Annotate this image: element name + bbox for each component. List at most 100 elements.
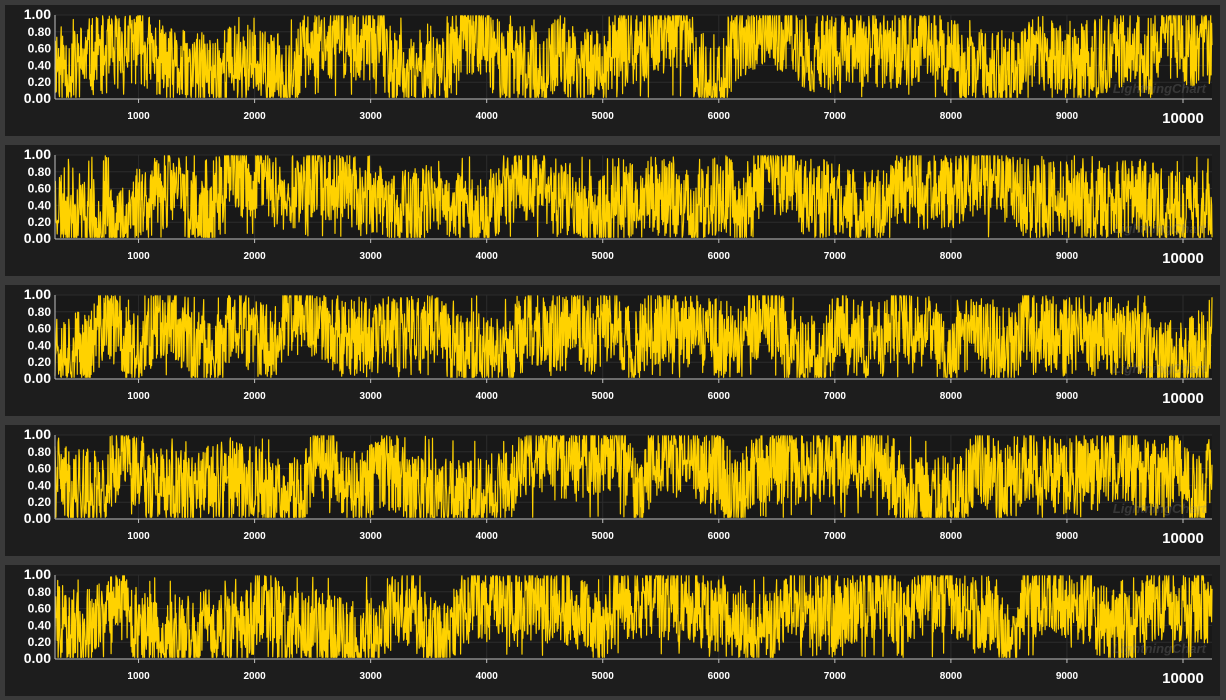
y-tick-label: 0.00 bbox=[24, 230, 51, 246]
chart-panel-2: 1.00 0.80 0.60 0.40 0.20 0.00 1000 2000 3000 4000… bbox=[5, 145, 1220, 276]
x-tick-label: 5000 bbox=[592, 671, 615, 682]
x-tick-label: 5000 bbox=[592, 251, 615, 262]
chart-panel-1: 1.00 0.80 0.60 0.40 0.20 0.00 1000 2000 3000 4000… bbox=[5, 5, 1220, 136]
watermark-logo: LightningChart bbox=[1113, 641, 1207, 656]
x-tick-label: 7000 bbox=[824, 671, 847, 682]
y-tick-label: 0.00 bbox=[24, 90, 51, 106]
y-tick-label: 0.80 bbox=[28, 25, 52, 39]
x-tick-label: 2000 bbox=[243, 391, 266, 402]
y-tick-label: 0.80 bbox=[28, 445, 52, 459]
x-tick-label: 6000 bbox=[708, 671, 731, 682]
x-tick-label: 5000 bbox=[592, 391, 615, 402]
y-tick-label: 0.80 bbox=[28, 585, 52, 599]
y-tick-label: 1.00 bbox=[24, 146, 51, 162]
x-tick-label: 5000 bbox=[592, 111, 615, 122]
x-tick-label: 4000 bbox=[476, 251, 499, 262]
y-tick-label: 0.40 bbox=[28, 338, 52, 352]
y-tick-label: 0.20 bbox=[28, 495, 52, 509]
x-tick-label: 2000 bbox=[243, 111, 266, 122]
x-tick-label: 1000 bbox=[127, 111, 150, 122]
y-tick-label: 1.00 bbox=[24, 286, 51, 302]
x-tick-label: 4000 bbox=[476, 111, 499, 122]
x-tick-label: 4000 bbox=[476, 391, 499, 402]
x-tick-label: 8000 bbox=[940, 251, 963, 262]
y-tick-label: 0.20 bbox=[28, 75, 52, 89]
x-tick-label: 1000 bbox=[127, 251, 150, 262]
x-tick-label: 3000 bbox=[360, 531, 383, 542]
x-tick-label: 10000 bbox=[1162, 670, 1204, 687]
watermark-logo: LightningChart bbox=[1113, 501, 1207, 516]
x-tick-label: 4000 bbox=[476, 531, 499, 542]
chart-svg-3: 1.00 0.80 0.60 0.40 0.200.00 1000 2000 3000 4000… bbox=[24, 286, 1213, 407]
x-tick-label: 6000 bbox=[708, 251, 731, 262]
y-tick-label: 1.00 bbox=[24, 566, 51, 582]
x-tick-label: 9000 bbox=[1056, 391, 1079, 402]
x-tick-label: 3000 bbox=[360, 111, 383, 122]
series-line-1 bbox=[54, 295, 1213, 378]
x-tick-label: 7000 bbox=[824, 531, 847, 542]
y-tick-label: 0.40 bbox=[28, 198, 52, 212]
x-tick-label: 10000 bbox=[1162, 530, 1204, 547]
x-tick-label: 7000 bbox=[824, 391, 847, 402]
x-tick-label: 9000 bbox=[1056, 251, 1079, 262]
watermark-logo: LightningChart bbox=[1113, 81, 1207, 96]
x-tick-label: 3000 bbox=[360, 251, 383, 262]
y-tick-label: 0.40 bbox=[28, 618, 52, 632]
series-line-1 bbox=[54, 435, 1213, 518]
x-tick-label: 9000 bbox=[1056, 671, 1079, 682]
x-tick-label: 2000 bbox=[243, 671, 266, 682]
x-tick-label: 9000 bbox=[1056, 111, 1079, 122]
y-tick-label: 0.00 bbox=[24, 650, 51, 666]
chart-panel-3: 1.00 0.80 0.60 0.40 0.20 0.00 1000 2000 3000 4000… bbox=[5, 285, 1220, 416]
watermark-logo: LightningChart bbox=[1113, 221, 1207, 236]
chart-svg-5: 1.00 0.80 0.60 0.40 0.200.00 1000 2000 3000 4000… bbox=[24, 566, 1213, 687]
y-tick-label: 0.60 bbox=[28, 182, 52, 196]
x-tick-label: 8000 bbox=[940, 111, 963, 122]
x-tick-label: 2000 bbox=[243, 531, 266, 542]
x-tick-label: 3000 bbox=[360, 391, 383, 402]
x-tick-label: 7000 bbox=[824, 111, 847, 122]
x-tick-label: 10000 bbox=[1162, 390, 1204, 407]
x-tick-label: 4000 bbox=[476, 671, 499, 682]
x-tick-label: 10000 bbox=[1162, 250, 1204, 267]
x-tick-label: 6000 bbox=[708, 111, 731, 122]
y-tick-label: 0.00 bbox=[24, 370, 51, 386]
chart-svg-4: 1.00 0.80 0.60 0.40 0.200.00 1000 2000 3000 4000… bbox=[24, 426, 1213, 547]
x-tick-label: 8000 bbox=[940, 391, 963, 402]
series-line-1 bbox=[54, 155, 1213, 238]
x-tick-label: 2000 bbox=[243, 251, 266, 262]
chart-panel-5: 1.00 0.80 0.60 0.40 0.20 0.00 1000 2000 3000 4000… bbox=[5, 565, 1220, 696]
y-tick-label: 0.60 bbox=[28, 42, 52, 56]
chart-panel-4: 1.00 0.80 0.60 0.40 0.20 0.00 1000 2000 3000 4000… bbox=[5, 425, 1220, 556]
chart-svg-1: 1.00 0.80 0.60 0.40 0.200.00 1000 2000 3000 4000… bbox=[24, 6, 1213, 127]
watermark-logo: LightningChart bbox=[1113, 361, 1207, 376]
x-tick-label: 1000 bbox=[127, 671, 150, 682]
x-tick-label: 6000 bbox=[708, 391, 731, 402]
series-line-1 bbox=[54, 575, 1213, 658]
x-tick-label: 7000 bbox=[824, 251, 847, 262]
y-tick-label: 1.00 bbox=[24, 6, 51, 22]
x-tick-label: 5000 bbox=[592, 531, 615, 542]
y-tick-label: 0.00 bbox=[24, 510, 51, 526]
y-tick-label: 0.40 bbox=[28, 478, 52, 492]
x-tick-label: 8000 bbox=[940, 531, 963, 542]
x-tick-label: 1000 bbox=[127, 531, 150, 542]
x-tick-label: 6000 bbox=[708, 531, 731, 542]
y-tick-label: 0.40 bbox=[28, 58, 52, 72]
x-tick-label: 8000 bbox=[940, 671, 963, 682]
x-tick-label: 1000 bbox=[127, 391, 150, 402]
y-tick-label: 0.80 bbox=[28, 305, 52, 319]
series-line-1 bbox=[54, 15, 1213, 98]
y-tick-label: 0.20 bbox=[28, 215, 52, 229]
y-tick-label: 0.60 bbox=[28, 322, 52, 336]
x-tick-label: 10000 bbox=[1162, 110, 1204, 127]
y-tick-label: 0.80 bbox=[28, 165, 52, 179]
x-tick-label: 3000 bbox=[360, 671, 383, 682]
y-tick-label: 0.60 bbox=[28, 602, 52, 616]
y-tick-label: 0.20 bbox=[28, 635, 52, 649]
chart-svg-2: 1.00 0.80 0.60 0.40 0.200.00 1000 2000 3000 4000… bbox=[24, 146, 1213, 267]
y-tick-label: 0.20 bbox=[28, 355, 52, 369]
y-tick-label: 0.60 bbox=[28, 462, 52, 476]
x-tick-label: 9000 bbox=[1056, 531, 1079, 542]
